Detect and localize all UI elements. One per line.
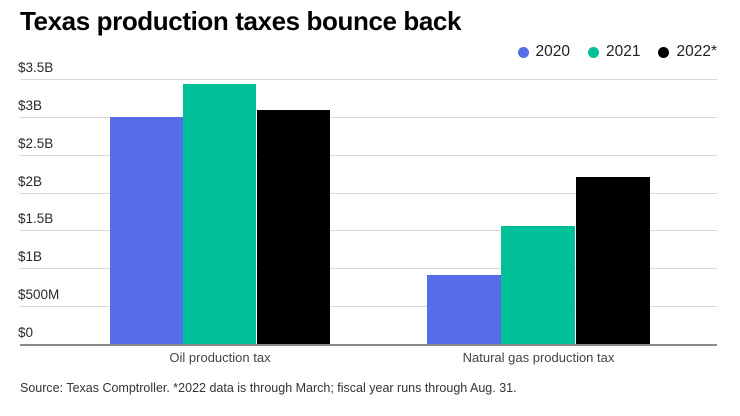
y-axis-tick-label-1-5b: $1.5B: [18, 211, 54, 226]
x-axis-label-natural-gas-production-tax: Natural gas production tax: [462, 350, 615, 365]
gridline-2-5b: [20, 155, 717, 156]
gridline-3-5b: [20, 79, 717, 80]
legend-label-2020: 2020: [535, 43, 570, 60]
legend-label-2021: 2021: [606, 43, 641, 60]
gridline-2b: [20, 193, 717, 194]
y-axis-tick-label-1b: $1B: [18, 249, 43, 264]
bar-oil-production-tax-2021: [183, 84, 256, 344]
y-axis-tick-label-500m: $500M: [18, 287, 60, 302]
legend-swatch-icon: [517, 46, 529, 58]
gridline-500m: [20, 306, 717, 307]
bar-natural-gas-production-tax-2020: [427, 275, 501, 344]
y-axis-tick-label-3b: $3B: [18, 98, 43, 113]
gridline-1b: [20, 268, 717, 269]
legend: 2020 2021 2022*: [517, 43, 717, 61]
x-axis-baseline: [20, 344, 717, 346]
legend-item-2022: 2022*: [658, 43, 717, 61]
bar-oil-production-tax-2020: [110, 117, 183, 344]
gridline-3b: [20, 117, 717, 118]
bar-oil-production-tax-2022: [257, 110, 330, 344]
y-axis-tick-label-2b: $2B: [18, 174, 43, 189]
legend-item-2020: 2020: [517, 43, 570, 61]
x-axis-label-oil-production-tax: Oil production tax: [169, 350, 271, 365]
bar-natural-gas-production-tax-2021: [501, 226, 575, 344]
y-axis-tick-label-3-5b: $3.5B: [18, 60, 54, 75]
source-note: Source: Texas Comptroller. *2022 data is…: [20, 381, 517, 395]
bar-natural-gas-production-tax-2022: [576, 177, 650, 344]
legend-swatch-icon: [588, 46, 599, 58]
chart-title: Texas production taxes bounce back: [20, 6, 462, 36]
legend-label-2022: 2022*: [676, 43, 717, 60]
legend-swatch-icon: [658, 46, 670, 58]
legend-item-2021: 2021: [588, 43, 640, 61]
gridline-1-5b: [20, 230, 717, 231]
y-axis-tick-label-0: $0: [18, 325, 34, 340]
y-axis-tick-label-2-5b: $2.5B: [18, 136, 54, 151]
